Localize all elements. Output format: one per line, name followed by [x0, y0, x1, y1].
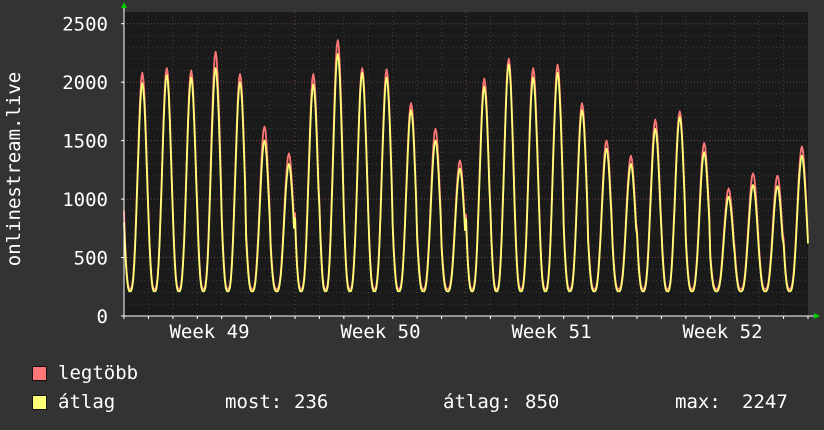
stat-max-value: 2247: [742, 391, 788, 413]
y-tick-label: 500: [74, 248, 108, 270]
legend-label-avg: átlag: [58, 391, 115, 413]
x-tick-labels: Week 49 Week 50 Week 51 Week 52: [169, 321, 762, 343]
x-tick-label: Week 50: [340, 321, 420, 343]
x-axis-arrow: [814, 313, 820, 319]
stat-max-label: max:: [675, 391, 721, 413]
legend-swatch-avg: [32, 395, 47, 410]
y-tick-labels: 0 500 1000 1500 2000 2500: [62, 14, 108, 328]
legend-label-max: legtöbb: [58, 362, 138, 384]
x-tick-label: Week 51: [511, 321, 591, 343]
y-tick-label: 2000: [62, 72, 108, 94]
stat-now-label: most:: [225, 391, 282, 413]
x-tick-label: Week 52: [682, 321, 762, 343]
stat-avg-label: átlag:: [443, 391, 512, 413]
y-axis-arrow: [121, 2, 127, 8]
stat-avg-value: 850: [525, 391, 559, 413]
legend-swatch-max: [32, 366, 47, 381]
stat-now-value: 236: [294, 391, 328, 413]
y-tick-label: 1500: [62, 131, 108, 153]
x-tick-label: Week 49: [169, 321, 249, 343]
y-tick-label: 2500: [62, 14, 108, 36]
y-axis-label: onlinestream.live: [3, 72, 25, 266]
y-tick-label: 1000: [62, 189, 108, 211]
y-tick-label: 0: [97, 306, 108, 328]
